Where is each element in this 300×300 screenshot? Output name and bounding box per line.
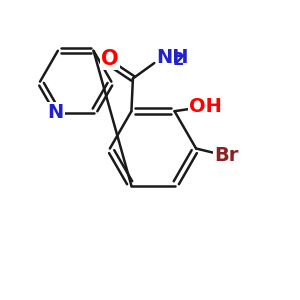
Text: O: O xyxy=(101,49,119,69)
Text: 2: 2 xyxy=(173,51,184,69)
Text: OH: OH xyxy=(189,97,222,116)
Text: N: N xyxy=(47,103,64,122)
Text: Br: Br xyxy=(214,146,238,165)
Text: NH: NH xyxy=(156,48,188,67)
